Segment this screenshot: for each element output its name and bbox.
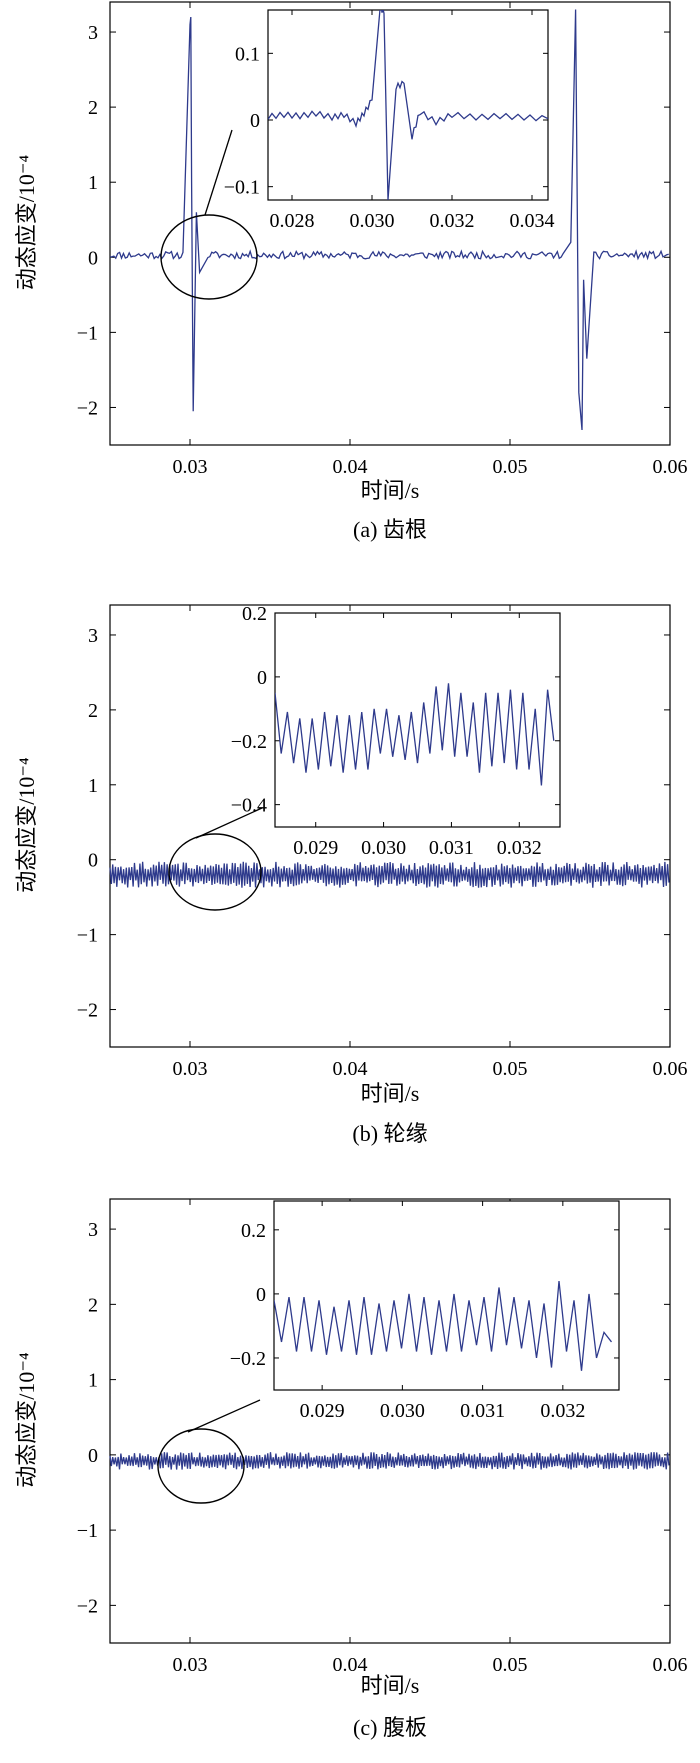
inset-y-tick-label: −0.2 (231, 731, 267, 753)
y-tick-label: 0 (88, 247, 98, 269)
y-tick-label: −1 (77, 925, 98, 947)
y-tick-label: 2 (88, 1294, 98, 1316)
inset-x-tick-label: 0.030 (350, 210, 395, 232)
inset-x-tick-label: 0.029 (300, 1400, 345, 1422)
inset-series-line (268, 10, 548, 200)
inset-y-tick-label: −0.1 (224, 177, 260, 199)
inset-y-tick-label: 0.1 (235, 43, 260, 65)
inset-x-tick-label: 0.032 (430, 210, 475, 232)
x-tick-label: 0.05 (493, 456, 528, 478)
plot-frame (109, 604, 671, 1048)
x-tick-label: 0.05 (493, 1058, 528, 1080)
y-tick-label: −2 (77, 1000, 98, 1022)
series-line (109, 861, 670, 888)
inset-x-tick-label: 0.032 (497, 837, 542, 859)
x-tick-label: 0.03 (173, 1654, 208, 1676)
plot-frame (109, 1198, 671, 1644)
inset-x-tick-label: 0.028 (270, 210, 315, 232)
y-tick-label: 2 (88, 97, 98, 119)
y-tick-label: 1 (88, 775, 98, 797)
y-tick-label: 3 (88, 1219, 98, 1241)
inset-x-tick-label: 0.029 (293, 837, 338, 859)
panel-caption: (a) 齿根 (353, 517, 427, 542)
inset-series-line (275, 683, 555, 786)
panel-3: 3 2 1 0 −1 −2 0.03 0.04 0.05 0.06 0.2 0 −0.2 0.029 0.0… (14, 1198, 688, 1740)
y-tick-label: 2 (88, 700, 98, 722)
inset-x-tick-label: 0.031 (429, 837, 474, 859)
x-axis-label: 时间/s (361, 478, 420, 503)
y-tick-label: 3 (88, 625, 98, 647)
inset-frame (273, 1200, 620, 1391)
inset-x-tick-label: 0.030 (361, 837, 406, 859)
inset-y-tick-label: 0 (250, 110, 260, 132)
y-tick-label: 0 (88, 850, 98, 872)
inset-frame (274, 612, 561, 828)
inset-x-tick-label: 0.034 (510, 210, 555, 232)
x-tick-label: 0.04 (333, 1654, 368, 1676)
inset-y-tick-label: 0.2 (241, 1220, 266, 1242)
zoom-ellipse (168, 833, 262, 911)
x-tick-label: 0.04 (333, 1058, 368, 1080)
y-tick-label: 1 (88, 172, 98, 194)
y-tick-label: −2 (77, 1595, 98, 1617)
x-axis-label: 时间/s (361, 1081, 420, 1106)
x-tick-label: 0.06 (653, 456, 688, 478)
y-axis-label: 动态应变/10⁻⁴ (14, 154, 39, 290)
inset-2: 0.2 0 −0.2 −0.4 0.029 0.030 0.031 0.032 (231, 603, 561, 859)
x-axis-label: 时间/s (361, 1673, 420, 1698)
y-tick-label: 3 (88, 22, 98, 44)
x-tick-label: 0.03 (173, 456, 208, 478)
panel-1: 3 2 1 0 −1 −2 0.03 0.04 0.05 0.06 0.1 0 −0.1 0.028 0.0… (14, 1, 688, 542)
y-tick-label: −1 (77, 322, 98, 344)
panel-caption: (b) 轮缘 (352, 1121, 427, 1146)
zoom-connector (204, 129, 233, 216)
series-line (109, 1452, 670, 1470)
zoom-connector (195, 807, 263, 839)
y-tick-label: 0 (88, 1445, 98, 1467)
x-tick-label: 0.05 (493, 1654, 528, 1676)
inset-y-tick-label: −0.4 (231, 795, 267, 817)
y-tick-label: −1 (77, 1520, 98, 1542)
x-tick-label: 0.03 (173, 1058, 208, 1080)
zoom-ellipse (160, 214, 258, 300)
zoom-ellipse (157, 1428, 245, 1504)
panel-2: 3 2 1 0 −1 −2 0.03 0.04 0.05 0.06 0.2 0 −0.2 −0.4 0.02… (14, 603, 688, 1146)
zoom-connector (187, 1399, 261, 1433)
inset-x-tick-label: 0.030 (380, 1400, 425, 1422)
y-tick-label: −2 (77, 397, 98, 419)
inset-x-tick-label: 0.031 (460, 1400, 505, 1422)
x-tick-label: 0.06 (653, 1058, 688, 1080)
y-axis-label: 动态应变/10⁻⁴ (14, 757, 39, 893)
inset-series-line (274, 1281, 613, 1371)
x-tick-label: 0.06 (653, 1654, 688, 1676)
inset-y-tick-label: −0.2 (230, 1348, 266, 1370)
y-tick-label: 1 (88, 1370, 98, 1392)
series-line (109, 9, 669, 431)
inset-x-tick-label: 0.032 (540, 1400, 585, 1422)
inset-y-tick-label: 0 (257, 667, 267, 689)
inset-3: 0.2 0 −0.2 0.029 0.030 0.031 0.032 (230, 1200, 620, 1422)
panel-caption: (c) 腹板 (353, 1715, 427, 1740)
plot-frame (109, 1, 671, 446)
y-axis-label: 动态应变/10⁻⁴ (14, 1352, 39, 1488)
inset-1: 0.1 0 −0.1 0.028 0.030 0.032 0.034 (224, 9, 555, 232)
inset-y-tick-label: 0 (256, 1284, 266, 1306)
inset-frame (267, 9, 549, 201)
inset-y-tick-label: 0.2 (242, 603, 267, 625)
x-tick-label: 0.04 (333, 456, 368, 478)
